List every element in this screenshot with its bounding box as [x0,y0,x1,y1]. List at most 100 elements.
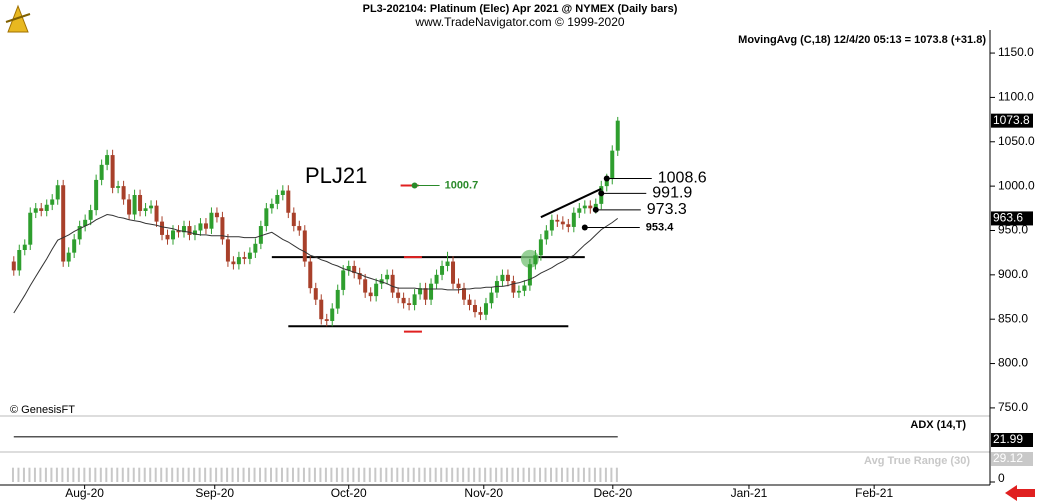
candle-body [77,226,82,240]
candle-body [99,164,104,180]
candle-body [50,199,55,205]
y-tick-label: 1150.0 [998,45,1034,59]
logo [5,4,31,33]
candle-body [302,230,307,262]
candle-body [149,205,154,209]
y-tick-label: 800.0 [998,356,1028,370]
atr-label: Avg True Range (30) [864,455,970,467]
candle-body [275,195,280,204]
candle-body [171,230,176,240]
candle-body [522,285,527,291]
candle-body [374,283,379,297]
candle-body [143,208,148,211]
candle-body [467,299,472,305]
candle-body [533,255,538,265]
atr-value-label: 29.12 [993,451,1023,465]
candle-body [571,212,576,227]
candle-body [396,292,401,298]
study-label: MovingAvg (C,18) 12/4/20 05:13 = 1073.8 … [738,34,986,46]
x-tick-label: Dec-20 [593,486,632,500]
candle-body [593,203,598,209]
candle-body [610,150,615,180]
level-dot [592,206,599,213]
candle-body [429,283,434,300]
candle-body [390,274,395,293]
candle-body [615,120,620,151]
candle-body [313,288,318,300]
trend-line [540,187,602,219]
candle-body [28,212,33,245]
candle-body [385,274,390,280]
atr-bars [11,467,620,482]
candle-body [132,195,137,215]
candle-body [66,252,71,262]
scroll-arrow[interactable] [1005,485,1035,501]
candle-body [527,264,532,286]
level-label: 953.4 [646,221,674,233]
symbol-label: PLJ21 [305,163,367,188]
last-price-label: 1073.8 [993,113,1030,127]
candle-body [291,212,296,227]
candle-body [440,265,445,275]
candle-body [83,219,88,227]
candle-body [198,223,203,231]
level-label: 1008.6 [658,170,707,187]
chart-subtitle: www.TradeNavigator.com © 1999-2020 [414,15,624,29]
candle-body [472,305,477,313]
candle-body [352,265,357,274]
candle-body [33,208,38,213]
candle-body [560,221,565,225]
ma-last-label: 963.6 [993,211,1023,225]
candle-body [418,288,423,295]
candle-body [423,288,428,300]
x-tick-label: Oct-20 [331,486,367,500]
candle-body [566,224,571,227]
candle-body [94,179,99,211]
candle-body [341,270,346,290]
candle-body [280,190,285,195]
candle-body [319,299,324,320]
candle-body [286,190,291,213]
candle-body [72,239,77,253]
candle-body [17,250,22,271]
candle-body [138,195,143,211]
candle-body [308,261,313,289]
moving-average [13,213,619,314]
y-tick-label: 750.0 [998,400,1028,414]
candle-body [269,203,274,209]
y-tick-label: 950.0 [998,223,1028,237]
candle-body [187,226,192,235]
candle-body [335,289,340,309]
y-tick-label: 1000.0 [998,178,1035,192]
candle-body [225,239,230,262]
candle-body [483,303,488,315]
adx-value-label-box [991,433,1033,447]
x-tick-label: Feb-21 [855,486,893,500]
candle-body [88,210,93,220]
target-dot [411,182,418,189]
candle-body [116,186,121,188]
x-tick-label: Jan-21 [731,486,768,500]
adx-value-label: 21.99 [993,432,1023,446]
candle-body [582,205,587,209]
candle-body [44,204,49,211]
candle-body [236,257,241,265]
candle-body [258,226,263,244]
level-label: 991.9 [652,185,692,202]
candle-body [407,303,412,305]
candle-body [489,292,494,304]
candle-body [462,288,467,300]
ma-last-label-box [991,211,1033,226]
target-label: 1000.7 [445,179,479,191]
candle-body [264,208,269,227]
chart-title: PL3-202104: Platinum (Elec) Apr 2021 @ N… [363,3,678,15]
x-tick-label: Aug-20 [65,486,104,500]
y-tick-label: 1100.0 [998,90,1034,104]
candle-body [209,212,214,229]
candle-body [412,294,417,305]
level-dot [598,190,605,197]
candle-body [538,239,543,256]
candle-body [181,226,186,233]
candle-body [445,261,450,266]
